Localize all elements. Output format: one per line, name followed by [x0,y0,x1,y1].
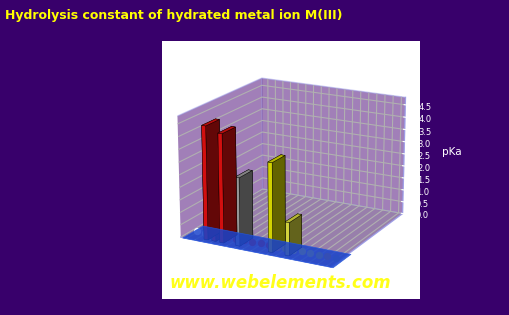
Text: www.webelements.com: www.webelements.com [169,274,390,293]
Text: Hydrolysis constant of hydrated metal ion M(III): Hydrolysis constant of hydrated metal io… [5,9,342,22]
